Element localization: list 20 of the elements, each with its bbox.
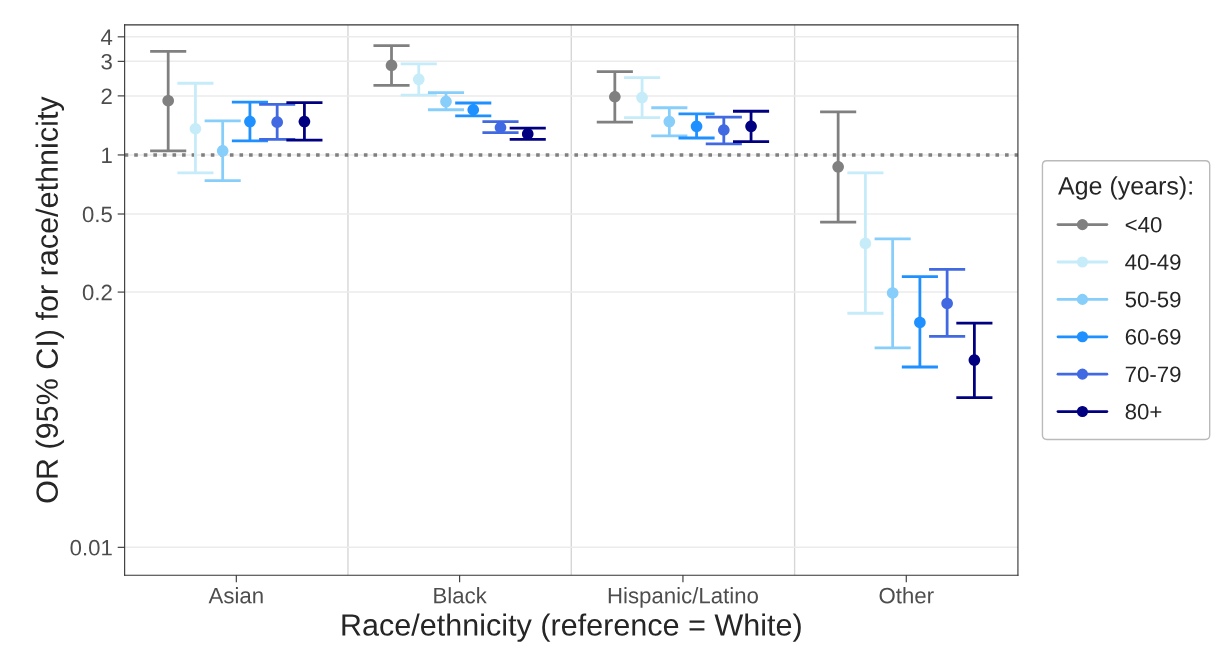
y-tick-label: 3 [101,53,112,70]
y-tick-label: 4 [100,29,113,45]
x-tick-label: Asian [208,587,263,604]
x-tick-label: Other [879,587,934,604]
y-tick-label: 0.01 [70,539,112,556]
legend-label: 50-59 [1125,291,1181,308]
legend-label: 80+ [1125,403,1162,420]
y-tick-label: 2 [101,88,112,104]
x-axis-title: Race/ethnicity (reference = White) [342,613,801,642]
y-axis-title: OR (95% CI) for race/ethnicity [35,96,65,503]
legend-title: Age (years): [1058,176,1192,200]
y-tick-label: 0.5 [82,206,112,223]
y-tick-label: 1 [102,147,112,163]
legend-label: 40-49 [1125,254,1181,270]
legend-label: <40 [1125,216,1162,233]
legend-label: 60-69 [1125,329,1181,345]
legend-label: 70-79 [1125,366,1181,383]
x-tick-label: Hispanic/Latino [608,587,758,608]
x-tick-label: Black [434,587,487,604]
y-tick-label: 0.2 [82,284,112,301]
